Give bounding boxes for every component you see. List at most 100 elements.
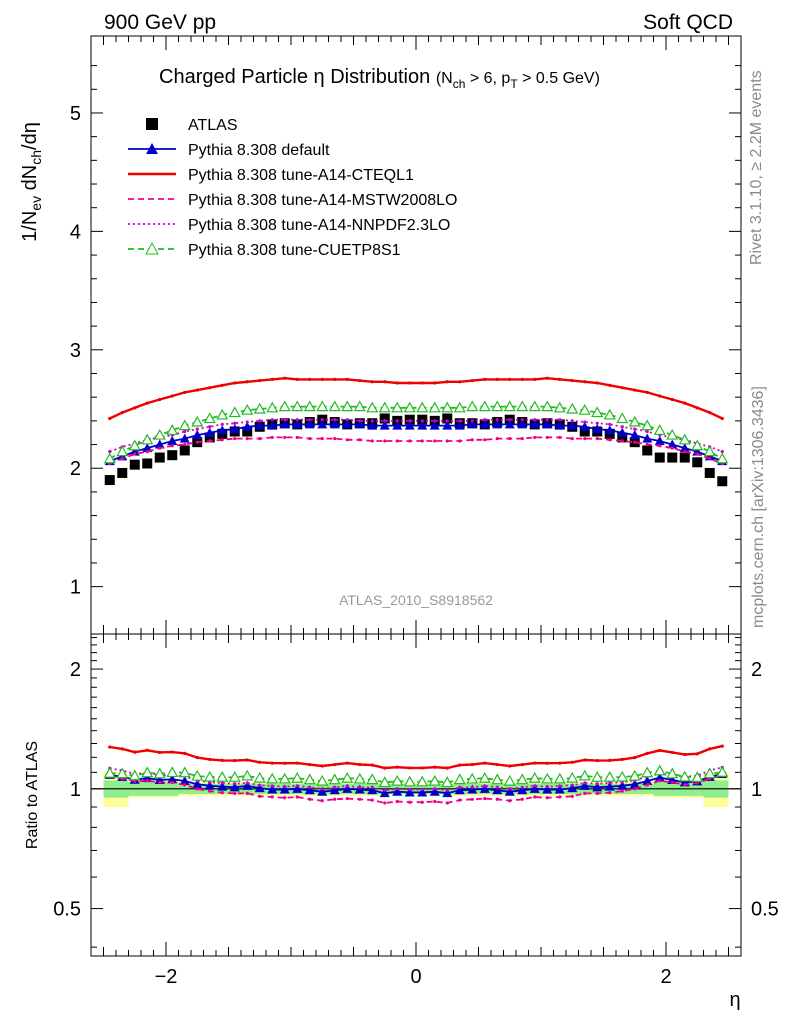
- main-series-1-marker: [592, 424, 603, 434]
- ratio-series-5-marker: [228, 771, 241, 782]
- main-series-4-line: [109, 418, 723, 453]
- ratio-series-5-marker: [503, 774, 516, 786]
- ratio-series-1-marker: [617, 780, 628, 790]
- ratio-series-2-marker: [520, 762, 524, 767]
- ratio-series-2-marker: [408, 766, 412, 770]
- main-series-5-marker: [166, 424, 179, 435]
- atlas-data-point: [667, 452, 678, 463]
- ratio-series-1-marker: [254, 783, 265, 793]
- ratio-series-3-marker: [683, 783, 687, 787]
- plot-title-main: Charged Particle η Distribution: [159, 66, 430, 88]
- ratio-series-2-marker: [345, 761, 349, 765]
- ratio-series-2-marker: [158, 750, 162, 755]
- ratio-series-3-marker: [283, 796, 287, 800]
- ratio-series-2-marker: [283, 761, 287, 765]
- main-series-5-marker: [466, 400, 479, 412]
- ratio-series-4-marker: [558, 784, 562, 788]
- ratio-series-5-marker: [428, 774, 441, 786]
- main-series-4-marker: [370, 419, 374, 423]
- ratio-series-3-marker: [195, 787, 199, 791]
- ratio-series-5-marker: [603, 770, 616, 782]
- main-series-5-marker: [628, 415, 641, 427]
- ratio-y-tick-label-right: 0.5: [751, 899, 779, 921]
- main-series-3-marker: [495, 437, 499, 441]
- main-series-2-marker: [270, 377, 274, 382]
- atlas-data-point: [379, 413, 390, 424]
- main-series-1-marker: [217, 425, 228, 435]
- main-series-3-marker: [683, 450, 687, 454]
- main-series-1-marker: [654, 435, 665, 445]
- ratio-series-5-marker: [178, 766, 191, 778]
- ratio-series-2-marker: [195, 755, 199, 760]
- ratio-series-5-marker: [291, 771, 304, 783]
- ratio-series-3-marker: [495, 797, 499, 801]
- y-tick-label: 3: [70, 340, 81, 362]
- main-series-5-marker: [441, 401, 454, 413]
- atlas-data-point: [204, 432, 215, 443]
- legend-marker: [146, 143, 158, 154]
- main-series-1-marker: [692, 446, 703, 456]
- ratio-series-3-marker: [570, 794, 574, 798]
- ratio-series-1-marker: [292, 783, 303, 793]
- main-series-5-marker: [591, 406, 604, 418]
- main-series-3-marker: [208, 439, 212, 443]
- main-series-4-marker: [295, 418, 299, 422]
- ratio-series-3-marker: [608, 791, 612, 795]
- ratio-series-5-marker: [441, 776, 454, 788]
- ratio-series-3-marker: [145, 778, 149, 783]
- main-series-3-marker: [420, 439, 424, 443]
- main-series-5-marker: [453, 401, 466, 413]
- main-series-5-marker: [491, 400, 504, 412]
- main-series-5-marker: [303, 400, 316, 412]
- ratio-series-2-marker: [495, 762, 499, 767]
- main-series-5-marker: [641, 419, 654, 431]
- main-series-1-marker: [467, 419, 478, 429]
- ratio-series-2-line: [109, 744, 723, 770]
- ratio-series-3-marker: [420, 800, 424, 804]
- ratio-series-4-marker: [270, 784, 274, 788]
- ratio-series-4-marker: [458, 785, 462, 789]
- ratio-series-2-marker: [620, 757, 624, 761]
- main-series-1-marker: [404, 420, 415, 430]
- legend-label: Pythia 8.308 tune-A14-CTEQL1: [188, 167, 414, 184]
- main-series-4-marker: [108, 450, 112, 454]
- main-series-4-marker: [508, 418, 512, 422]
- main-series-2-marker: [145, 401, 149, 405]
- ratio-series-5-marker: [278, 772, 291, 784]
- ratio-series-2-marker: [270, 761, 274, 765]
- ratio-series-3-marker: [308, 797, 312, 801]
- ratio-series-1-marker: [567, 783, 578, 793]
- ratio-series-5-marker: [616, 770, 629, 782]
- ratio-series-3-marker: [133, 779, 137, 783]
- ratio-series-2-marker: [120, 747, 124, 751]
- ratio-series-5-marker: [703, 767, 716, 779]
- ratio-y-tick-label: 0.5: [53, 899, 81, 921]
- ratio-series-1-marker: [429, 786, 440, 796]
- ratio-series-2-marker: [183, 751, 187, 755]
- ratio-series-2-marker: [720, 744, 724, 748]
- main-series-2-marker: [345, 377, 349, 382]
- main-series-1-marker: [192, 430, 203, 440]
- ratio-series-2-marker: [208, 757, 212, 761]
- ratio-series-5-marker: [453, 773, 466, 785]
- ratio-series-2-marker: [370, 763, 374, 767]
- ratio-series-5-marker: [141, 766, 154, 778]
- main-series-5-marker: [116, 445, 129, 457]
- atlas-data-point: [704, 467, 715, 478]
- main-series-4-marker: [395, 419, 399, 423]
- ratio-series-5-marker: [103, 766, 116, 778]
- ratio-series-3-marker: [445, 801, 449, 805]
- ratio-series-3-marker: [695, 781, 699, 785]
- ratio-series-4-marker: [495, 785, 499, 789]
- ratio-series-3-marker: [395, 799, 399, 804]
- ratio-series-4-marker: [445, 788, 449, 792]
- ratio-series-1-marker: [479, 783, 490, 793]
- ratio-series-3-marker: [470, 797, 474, 801]
- main-series-2-marker: [583, 380, 587, 384]
- main-series-3-marker: [320, 437, 324, 441]
- svg-text:Charged Particle η Distributio: Charged Particle η Distribution (Nch > 6…: [159, 66, 600, 91]
- atlas-data-point: [692, 457, 703, 468]
- ratio-series-1-marker: [367, 785, 378, 795]
- main-series-3-line: [109, 436, 723, 465]
- main-series-2-marker: [108, 416, 112, 421]
